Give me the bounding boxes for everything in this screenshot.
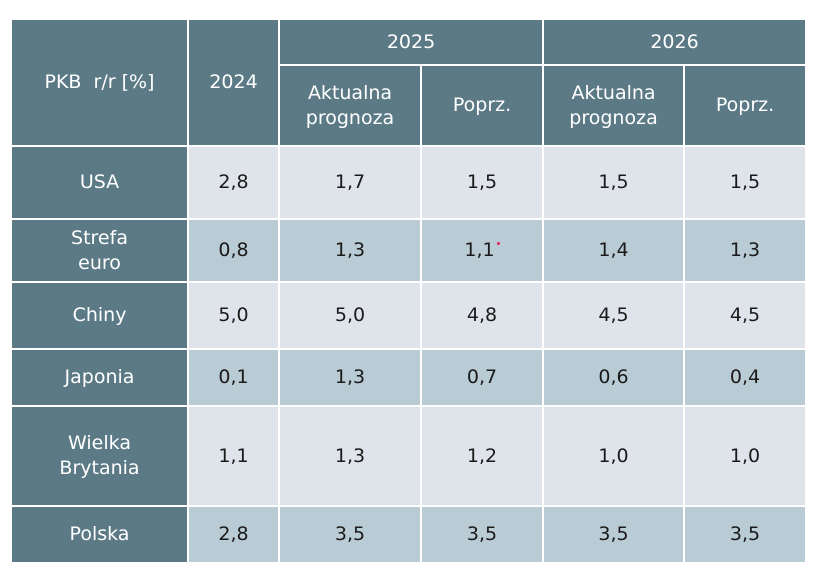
cell-value: 2,8 (218, 523, 249, 546)
cell-v2024: 5,0 (187, 281, 280, 350)
cell-value: 1,0 (598, 444, 629, 467)
cell-value: 1,0 (729, 444, 761, 467)
cell-p2025: 3,5 (419, 505, 545, 564)
table-row: Japonia 0,1 1,3 0,7 0,6 0,4 (10, 348, 808, 407)
header-2025: 2025 (277, 18, 545, 66)
row-label: Japonia (10, 348, 189, 407)
row-label: Wielka Brytania (10, 405, 189, 507)
cell-a2026: 1,0 (542, 405, 686, 507)
cell-p2025: 1,5 (419, 145, 545, 220)
cell-p2026: 3,5 (683, 505, 808, 564)
cell-value: 0,6 (598, 366, 629, 389)
cell-value: 1,7 (334, 171, 366, 194)
cell-value: 3,5 (466, 523, 498, 546)
cell-value: 5,0 (218, 304, 249, 327)
row-label: Chiny (10, 281, 189, 350)
table-row: Wielka Brytania 1,1 1,3 1,2 1,0 1,0 (10, 405, 808, 507)
header-2026-current: Aktualna prognoza (542, 64, 686, 147)
cell-p2025: 1,2 (419, 405, 545, 507)
cell-a2026: 0,6 (542, 348, 686, 407)
cell-v2024: 0,8 (187, 218, 280, 283)
cell-value: Japonia (64, 366, 135, 389)
cell-value: 0,4 (729, 366, 761, 389)
gdp-forecast-table: PKB r/r [%] 2024 2025 2026 Aktualna prog… (10, 18, 808, 564)
cell-value: 1,5 (729, 171, 761, 194)
row-label: USA (10, 145, 189, 220)
header-2026-previous: Poprz. (683, 64, 808, 147)
cell-p2026: 1,0 (683, 405, 808, 507)
cell-a2025: 3,5 (278, 505, 422, 564)
cell-p2026: 0,4 (683, 348, 808, 407)
cell-a2026: 1,4 (542, 218, 686, 283)
cell-a2026: 1,5 (542, 145, 686, 220)
cell-value: 1,3 (334, 366, 366, 389)
cell-value: 3,5 (729, 523, 761, 546)
cell-value: 5,0 (334, 304, 366, 327)
cell-p2025: 1,1 (419, 218, 545, 283)
cell-value: 0,7 (466, 366, 498, 389)
cell-v2024: 2,8 (187, 145, 280, 220)
row-label: Polska (10, 505, 189, 564)
cell-p2026: 1,5 (683, 145, 808, 220)
cell-value: 1,5 (598, 171, 629, 194)
cell-a2026: 3,5 (542, 505, 686, 564)
cell-p2026: 4,5 (683, 281, 808, 350)
cell-value: 3,5 (334, 523, 366, 546)
header-2026: 2026 (542, 18, 808, 66)
cell-value: 4,5 (598, 304, 629, 327)
cell-value: Polska (69, 523, 130, 546)
marker-dot-icon (496, 242, 500, 246)
table-row: Strefa euro 0,8 1,3 1,1 1,4 1,3 (10, 218, 808, 283)
cell-a2025: 1,3 (278, 218, 422, 283)
cell-value: 4,8 (466, 304, 498, 327)
row-label: Strefa euro (10, 218, 189, 283)
cell-a2025: 1,7 (278, 145, 422, 220)
cell-value: 1,1 (464, 239, 495, 262)
cell-value: 0,8 (218, 239, 249, 262)
header-2024: 2024 (187, 18, 280, 147)
cell-value: 1,3 (334, 239, 366, 262)
table-row: Polska 2,8 3,5 3,5 3,5 3,5 (10, 505, 808, 564)
header-label: PKB r/r [%] (10, 18, 189, 147)
cell-v2024: 2,8 (187, 505, 280, 564)
cell-a2025: 1,3 (278, 405, 422, 507)
cell-value: 1,1 (218, 444, 249, 467)
cell-p2026: 1,3 (683, 218, 808, 283)
cell-p2025: 4,8 (419, 281, 545, 350)
cell-value: 3,5 (598, 523, 629, 546)
cell-value: USA (79, 171, 120, 194)
cell-value: 1,3 (729, 239, 761, 262)
cell-a2026: 4,5 (542, 281, 686, 350)
cell-value: 1,5 (466, 171, 498, 194)
table-row: USA 2,8 1,7 1,5 1,5 1,5 (10, 145, 808, 220)
cell-value: 1,4 (598, 239, 629, 262)
cell-v2024: 0,1 (187, 348, 280, 407)
cell-value: Chiny (72, 304, 127, 327)
header-2025-current: Aktualna prognoza (278, 64, 422, 147)
table-row: Chiny 5,0 5,0 4,8 4,5 4,5 (10, 281, 808, 350)
cell-value: Strefa euro (71, 226, 128, 274)
cell-v2024: 1,1 (187, 405, 280, 507)
cell-value: 2,8 (218, 171, 249, 194)
cell-a2025: 5,0 (278, 281, 422, 350)
cell-value: 0,1 (218, 366, 249, 389)
cell-value: 1,3 (334, 444, 366, 467)
cell-a2025: 1,3 (278, 348, 422, 407)
header-2025-previous: Poprz. (419, 64, 545, 147)
cell-value: 1,2 (466, 444, 498, 467)
cell-p2025: 0,7 (419, 348, 545, 407)
cell-value: Wielka Brytania (59, 432, 140, 479)
cell-value: 4,5 (729, 304, 761, 327)
